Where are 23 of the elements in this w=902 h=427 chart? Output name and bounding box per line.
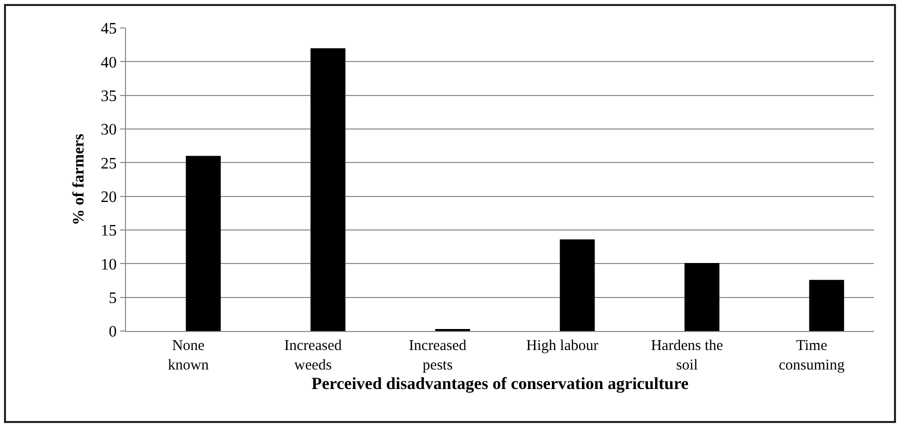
x-tick-label: None known [168,338,210,374]
y-tick-label: 25 [100,155,117,172]
y-tick-label: 0 [108,324,117,341]
y-axis-title: % of farmers [70,134,88,226]
y-tick-label: 15 [100,222,117,240]
y-tick-label: 30 [100,122,117,139]
x-tick-label: High labour [526,338,598,354]
bar [310,48,346,331]
y-tick-label: 5 [108,290,117,307]
bar [684,262,720,331]
y-tick-label: 45 [100,20,117,38]
x-axis-title: Perceived disadvantages of conservation agriculture [311,374,690,393]
y-tick-label: 10 [100,256,117,274]
x-tick-label: Increased weeds [284,338,342,374]
bar [560,239,595,331]
y-tick-label: 20 [100,188,117,206]
bar [186,156,221,331]
y-tick-label: 35 [100,88,117,105]
bar [809,280,844,331]
x-tick-label: Hardens the soil [650,338,724,374]
x-tick-label: Increased pests [408,338,467,374]
x-tick-label: Time consuming [778,338,846,374]
y-tick-label: 40 [100,54,117,72]
